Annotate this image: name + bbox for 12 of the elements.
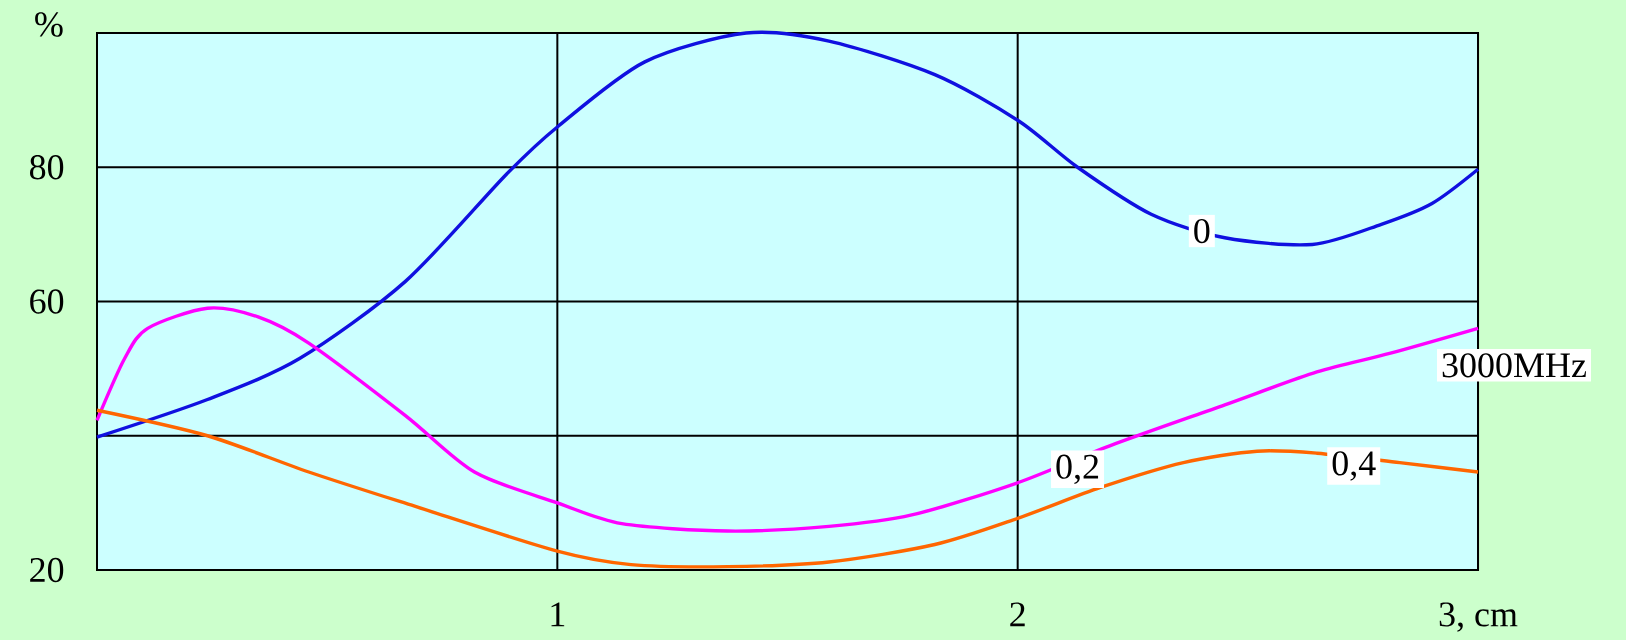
y-tick-label: 20 [30,557,64,583]
y-tick-label: 80 [29,155,64,180]
y-axis-title: % [35,12,63,37]
annotation: 3000MHz [1442,353,1586,378]
series-label: 0 [1194,218,1210,244]
x-tick-label: 2 [1010,602,1025,627]
series-label: 0,4 [1332,451,1376,481]
series-label: 0,2 [1056,454,1099,485]
x-tick-label: 3, cm [1439,602,1518,632]
x-tick-label: 1 [551,602,565,627]
line-series [95,408,1480,569]
y-tick-label: 60 [30,289,64,314]
